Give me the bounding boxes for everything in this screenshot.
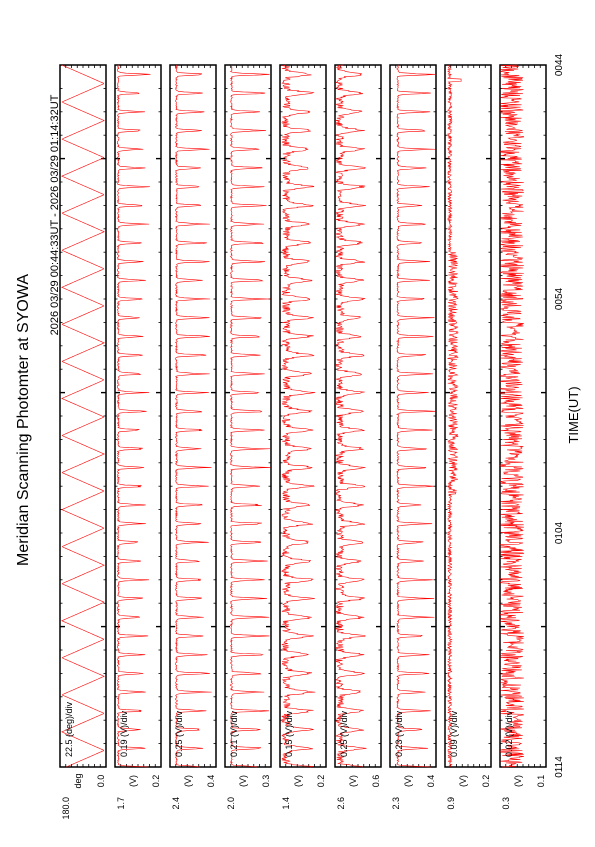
panel-unit-label: deg xyxy=(73,773,83,788)
panel-bottom-value: 0.1 xyxy=(536,775,546,788)
panel-top-value: 0.3 xyxy=(501,797,511,810)
panel-scale-label: 0.09 (V)/div xyxy=(449,710,459,757)
series-line-ch8 xyxy=(499,64,525,768)
time-tick-labels: 0044 0054 0104 0114 xyxy=(554,53,565,777)
panel-ch6: 0.23 (V)/div 2.3(V) 0.4 xyxy=(389,64,437,810)
panel-bottom-value: 0.3 xyxy=(261,775,271,788)
panel-frame xyxy=(389,64,437,768)
panel-bottom-value: 0.6 xyxy=(371,775,381,788)
panel-scale-label: 0.25 (V)/div xyxy=(339,710,349,757)
panel-unit-label: (V) xyxy=(238,775,248,787)
panel-frame xyxy=(114,64,162,768)
time-tick-label: 0054 xyxy=(554,287,565,310)
panel-unit-label: (V) xyxy=(513,775,523,787)
panel-unit-label: (V) xyxy=(128,775,138,787)
panel-bottom-value: 0.2 xyxy=(151,775,161,788)
panel-unit-label: (V) xyxy=(348,775,358,787)
series-line-angle xyxy=(61,64,105,768)
panel-top-value: 180.0 xyxy=(61,797,71,820)
series-line-ch5 xyxy=(334,64,367,768)
panel-scale-label: 22.5 (deg)/div xyxy=(64,701,74,757)
panel-scale-label: 0.02 (V)/div xyxy=(504,710,514,757)
panel-bottom-value: 0.4 xyxy=(206,775,216,788)
x-axis-label: TIME(UT) xyxy=(566,386,581,443)
time-tick-label: 0114 xyxy=(554,756,565,778)
series-line-ch1 xyxy=(116,64,151,768)
panel-scale-label: 0.15 (V)/div xyxy=(284,710,294,757)
panel-bottom-value: 0.2 xyxy=(481,775,491,788)
panel-ch2: 0.25 (V)/div 2.4(V) 0.4 xyxy=(169,64,217,810)
series-line-ch7 xyxy=(446,64,462,768)
series-line-ch3 xyxy=(229,64,271,768)
panel-ch3: 0.21 (V)/div 2.0(V) 0.3 xyxy=(224,64,272,810)
panel-unit-label: (V) xyxy=(293,775,303,787)
panel-top-value: 2.0 xyxy=(226,797,236,810)
panel-ch4: 0.15 (V)/div 1.4(V) 0.2 xyxy=(279,64,327,810)
panel-ch7: 0.09 (V)/div 0.9(V) 0.2 xyxy=(444,64,492,810)
panel-top-value: 0.9 xyxy=(446,797,456,810)
chart-title: Meridian Scanning Photomter at SYOWA xyxy=(15,274,32,566)
panel-scale-label: 0.25 (V)/div xyxy=(174,710,184,757)
panel-frame xyxy=(59,64,107,768)
series-line-ch2 xyxy=(174,64,212,768)
series-line-ch4 xyxy=(280,64,316,768)
panel-unit-label: (V) xyxy=(458,775,468,787)
panel-top-value: 1.4 xyxy=(281,797,291,810)
panel-frame xyxy=(279,64,327,768)
chart-subtitle: 2026 03/29 00:44:33UT - 2026 03/29 01:14… xyxy=(49,94,61,335)
panel-scale-label: 0.19 (V)/div xyxy=(119,710,129,757)
panel-bottom-value: 0.2 xyxy=(316,775,326,788)
panel-ch5: 0.25 (V)/div 2.6(V) 0.6 xyxy=(334,64,382,810)
panel-top-value: 2.4 xyxy=(171,797,181,810)
panel-top-value: 2.6 xyxy=(336,797,346,810)
panel-bottom-value: 0.4 xyxy=(426,775,436,788)
time-tick-label: 0104 xyxy=(554,521,565,544)
panel-ch8: 0.02 (V)/div 0.3(V) 0.1 xyxy=(499,64,547,810)
time-tick-label: 0044 xyxy=(554,53,565,76)
panel-top-value: 2.3 xyxy=(391,797,401,810)
panel-top-value: 1.7 xyxy=(116,797,126,810)
panel-scale-label: 0.23 (V)/div xyxy=(394,710,404,757)
panel-ch1: 0.19 (V)/div 1.7(V) 0.2 xyxy=(114,64,162,810)
panel-unit-label: (V) xyxy=(183,775,193,787)
panel-scale-label: 0.21 (V)/div xyxy=(229,710,239,757)
panel-bottom-value: 0.0 xyxy=(96,775,106,788)
panel-unit-label: (V) xyxy=(403,775,413,787)
series-line-ch6 xyxy=(395,64,436,768)
